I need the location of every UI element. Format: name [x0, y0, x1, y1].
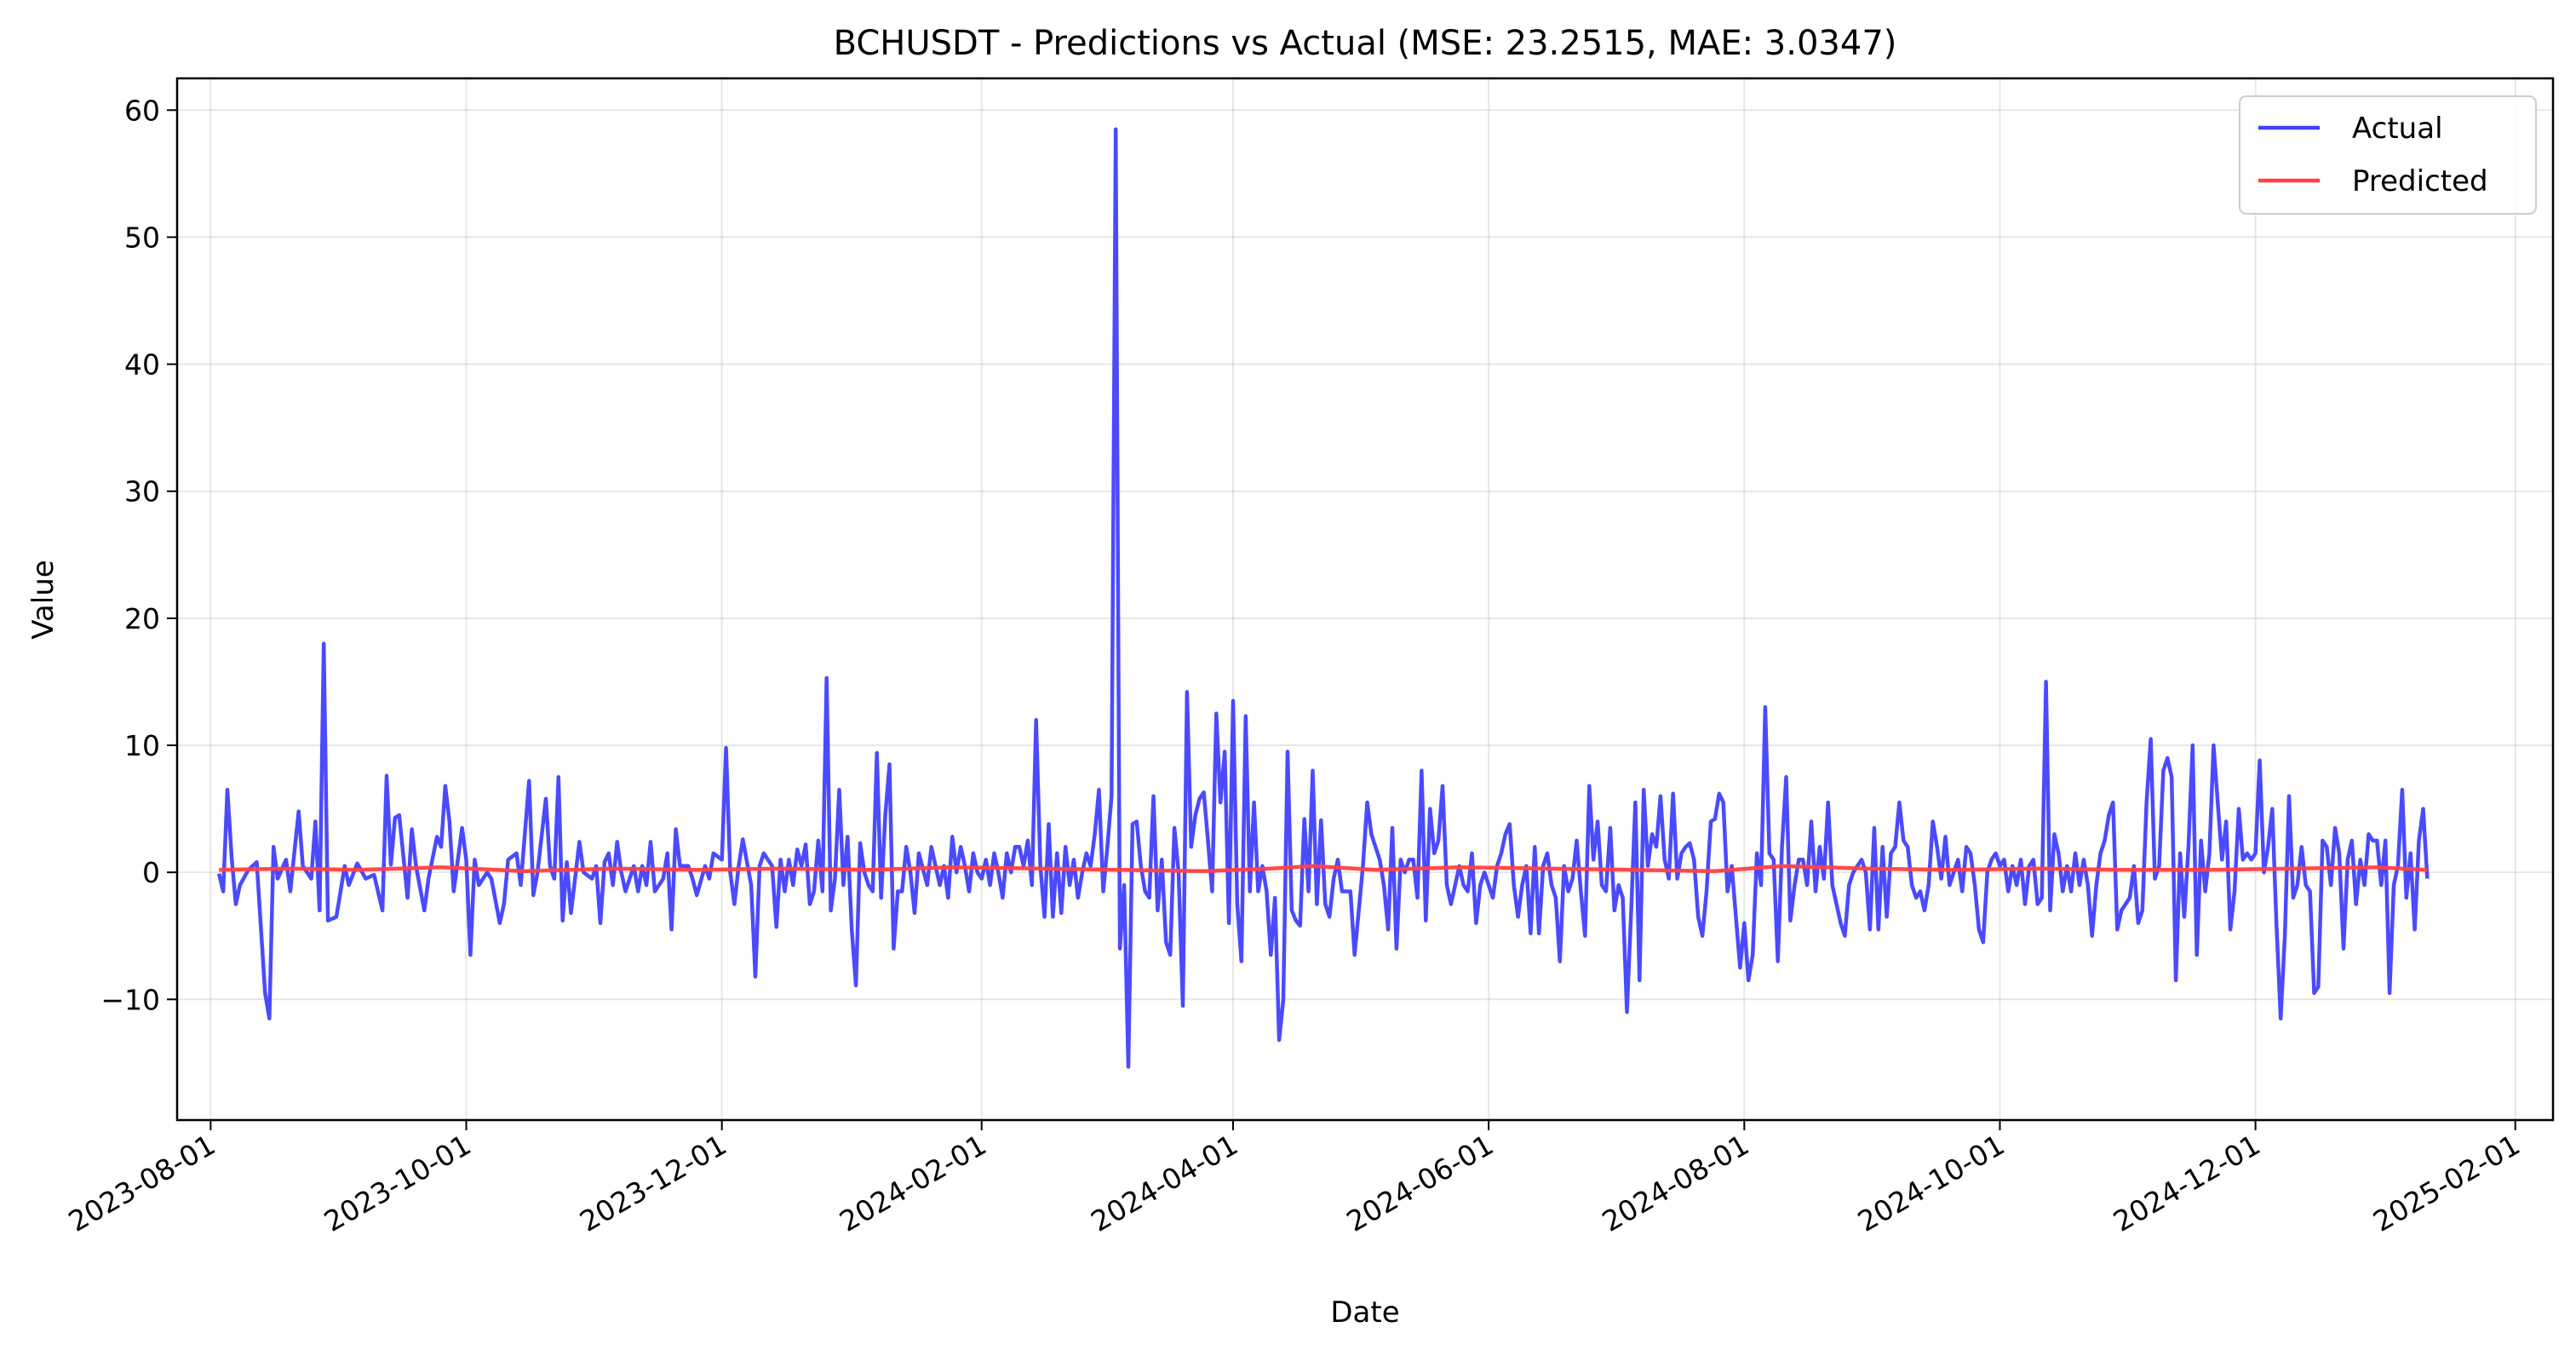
series-line-actual	[217, 127, 2430, 1069]
y-tick-label: 10	[124, 729, 160, 762]
y-tick-label: −10	[100, 983, 160, 1016]
y-tick-label: 30	[124, 475, 160, 508]
y-tick-label: 0	[142, 856, 160, 889]
chart-title: BCHUSDT - Predictions vs Actual (MSE: 23…	[834, 24, 1897, 63]
plot-frame	[175, 77, 2555, 1122]
legend-box	[2239, 95, 2537, 215]
legend-label-predicted: Predicted	[2352, 164, 2488, 198]
series-line-predicted	[219, 864, 2428, 873]
y-axis: −10 0 10 20 30 40 50 60	[100, 94, 177, 1016]
x-axis-label: Date	[1330, 1296, 1399, 1330]
y-tick-label: 20	[124, 602, 160, 635]
y-axis-label: Value	[26, 560, 60, 639]
series-layer	[217, 127, 2430, 1069]
y-tick-label: 60	[124, 94, 160, 127]
legend: Actual Predicted	[2239, 95, 2537, 215]
legend-label-actual: Actual	[2352, 112, 2443, 146]
y-tick-label: 40	[124, 348, 160, 382]
y-tick-label: 50	[124, 221, 160, 254]
grid	[177, 78, 2553, 1120]
